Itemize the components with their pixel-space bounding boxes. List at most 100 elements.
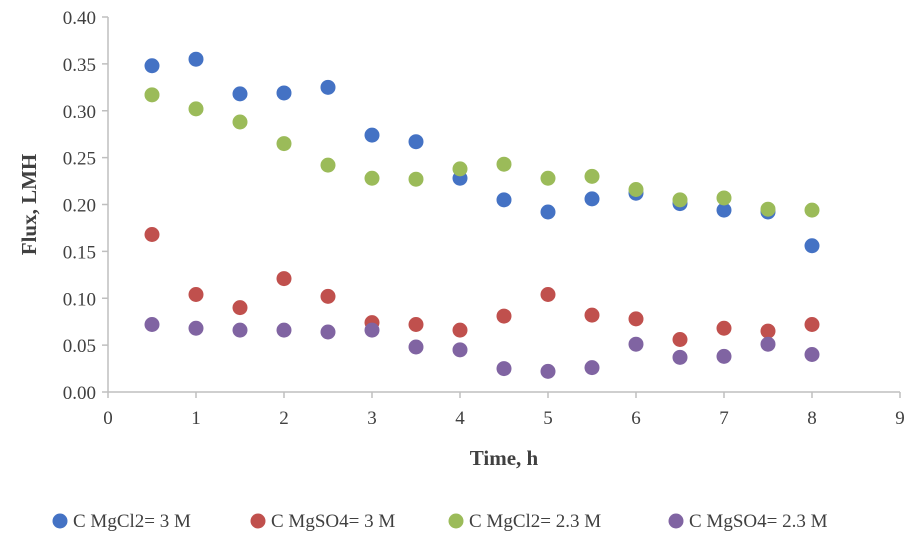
data-point xyxy=(716,320,732,336)
data-point xyxy=(716,348,732,364)
legend-item: C MgCl2= 3 M xyxy=(52,511,191,532)
data-point xyxy=(188,101,204,117)
data-point xyxy=(628,336,644,352)
data-point xyxy=(320,157,336,173)
x-tick-label: 7 xyxy=(719,408,729,429)
data-point xyxy=(760,201,776,217)
legend-item: C MgCl2= 2.3 M xyxy=(448,511,601,532)
data-point xyxy=(144,58,160,74)
data-point xyxy=(188,287,204,302)
x-tick-label: 9 xyxy=(895,408,905,429)
data-point xyxy=(496,192,512,208)
data-point xyxy=(408,317,424,332)
legend-item: C MgSO4= 2.3 M xyxy=(668,511,828,532)
x-tick-label: 5 xyxy=(543,408,553,429)
data-point xyxy=(628,182,644,197)
data-point xyxy=(672,332,688,347)
x-tick-label: 1 xyxy=(191,408,201,429)
y-tick-label: 0.40 xyxy=(63,8,96,29)
y-tick-label: 0.35 xyxy=(63,55,96,76)
legend-item: C MgSO4= 3 M xyxy=(250,511,395,532)
data-point xyxy=(144,87,160,103)
data-point xyxy=(716,190,732,206)
legend-marker xyxy=(250,513,266,529)
data-point xyxy=(496,308,512,324)
data-point xyxy=(584,168,600,184)
data-point xyxy=(672,192,688,208)
data-point xyxy=(408,339,424,355)
legend-marker xyxy=(52,513,68,529)
data-point xyxy=(320,79,336,95)
data-point xyxy=(144,317,160,332)
x-tick-label: 6 xyxy=(631,408,641,429)
data-point xyxy=(408,134,424,150)
data-point xyxy=(320,288,336,304)
y-ticks: 0.00 0.05 0.10 0.15 0.20 0.25 0.30 0.35 0.40 xyxy=(63,8,108,404)
data-points xyxy=(144,51,820,379)
x-tick-label: 4 xyxy=(455,408,465,429)
data-point xyxy=(232,114,248,130)
data-point xyxy=(276,85,292,101)
data-point xyxy=(804,238,820,254)
data-point xyxy=(804,347,820,362)
data-point xyxy=(496,156,512,172)
data-point xyxy=(320,324,336,340)
data-point xyxy=(584,360,600,376)
y-axis-title: Flux, LMH xyxy=(17,154,41,256)
data-point xyxy=(452,322,468,338)
data-point xyxy=(144,227,160,242)
data-point xyxy=(364,127,380,143)
data-point xyxy=(276,322,292,338)
data-point xyxy=(364,170,380,186)
data-point xyxy=(804,202,820,218)
data-point xyxy=(232,322,248,338)
legend-label: C MgSO4= 2.3 M xyxy=(689,511,828,532)
series-3 xyxy=(144,87,820,218)
data-point xyxy=(276,271,292,287)
data-point xyxy=(584,307,600,323)
data-point xyxy=(408,171,424,187)
y-tick-label: 0.30 xyxy=(63,102,96,123)
data-point xyxy=(188,320,204,336)
data-point xyxy=(760,336,776,352)
data-point xyxy=(276,136,292,152)
data-point xyxy=(496,361,512,377)
y-tick-label: 0.15 xyxy=(63,242,96,263)
data-point xyxy=(540,287,556,302)
data-point xyxy=(760,323,776,339)
data-point xyxy=(540,170,556,186)
legend-marker xyxy=(448,513,464,529)
data-point xyxy=(364,322,380,338)
data-point xyxy=(452,161,468,177)
data-point xyxy=(232,300,248,316)
data-point xyxy=(540,363,556,379)
series-1 xyxy=(144,51,820,254)
data-point xyxy=(232,86,248,102)
data-point xyxy=(188,51,204,67)
y-tick-label: 0.05 xyxy=(63,336,96,357)
y-tick-label: 0.00 xyxy=(63,383,96,404)
x-tick-label: 8 xyxy=(807,408,817,429)
legend-label: C MgCl2= 2.3 M xyxy=(469,511,601,532)
data-point xyxy=(540,204,556,220)
legend: C MgCl2= 3 M C MgSO4= 3 M C MgCl2= 2.3 M C … xyxy=(52,511,828,532)
series-4 xyxy=(144,317,820,379)
legend-marker xyxy=(668,513,684,529)
data-point xyxy=(628,311,644,327)
x-ticks: 0 1 2 3 4 5 6 7 8 9 xyxy=(103,392,905,429)
x-tick-label: 2 xyxy=(279,408,289,429)
y-tick-label: 0.20 xyxy=(63,196,96,217)
data-point xyxy=(452,342,468,358)
x-tick-label: 0 xyxy=(103,408,113,429)
legend-label: C MgSO4= 3 M xyxy=(271,511,395,532)
data-point xyxy=(584,191,600,207)
x-axis-title: Time, h xyxy=(470,446,539,470)
x-tick-label: 3 xyxy=(367,408,377,429)
data-point xyxy=(716,202,732,218)
data-point xyxy=(804,317,820,332)
data-point xyxy=(672,349,688,365)
legend-label: C MgCl2= 3 M xyxy=(73,511,191,532)
y-tick-label: 0.25 xyxy=(63,149,96,170)
